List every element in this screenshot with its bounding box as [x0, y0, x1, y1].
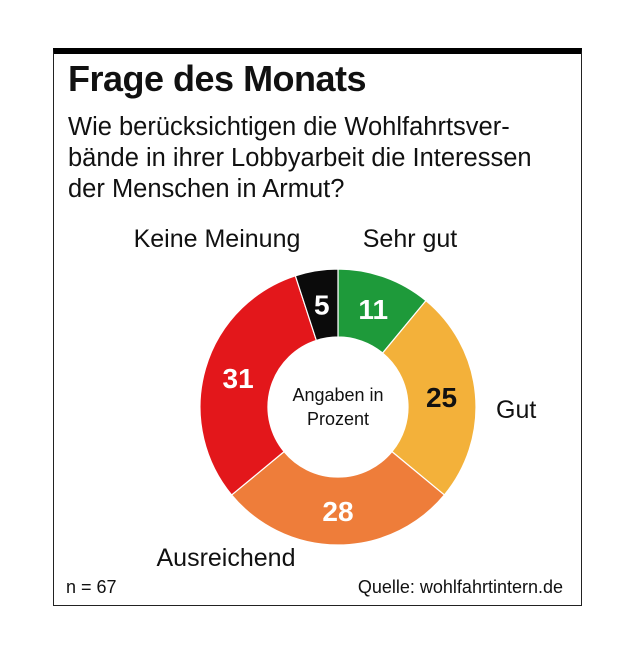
slice-label-keine-meinung: Keine Meinung [134, 225, 301, 253]
slice-label-sehr-gut: Sehr gut [363, 225, 458, 253]
donut-slice-keine-meinung [294, 268, 339, 342]
slice-value-keine-meinung: 5 [314, 289, 330, 320]
donut-slice-gut [381, 299, 477, 496]
slice-value-sehr-gut: 11 [358, 294, 388, 325]
source-credit: Quelle: wohlfahrtintern.de [357, 577, 563, 597]
slice-label-ausreichend: Ausreichend [157, 544, 296, 572]
chart-title: Frage des Monats [68, 58, 367, 99]
slice-label-gut: Gut [496, 396, 536, 424]
center-label-line: Prozent [307, 409, 369, 429]
donut-slice-unlabeled [199, 274, 318, 496]
sample-size: n = 67 [66, 577, 117, 597]
donut-slice-ausreichend [230, 450, 446, 546]
center-label-line: Angaben in [292, 385, 383, 405]
slice-value-gut: 25 [426, 382, 457, 413]
slice-value-unlabeled: 31 [223, 363, 254, 394]
chart-question: Wie berücksichtigen die Wohlfahrtsver-bä… [68, 113, 532, 203]
slice-value-ausreichend: 28 [322, 496, 353, 527]
